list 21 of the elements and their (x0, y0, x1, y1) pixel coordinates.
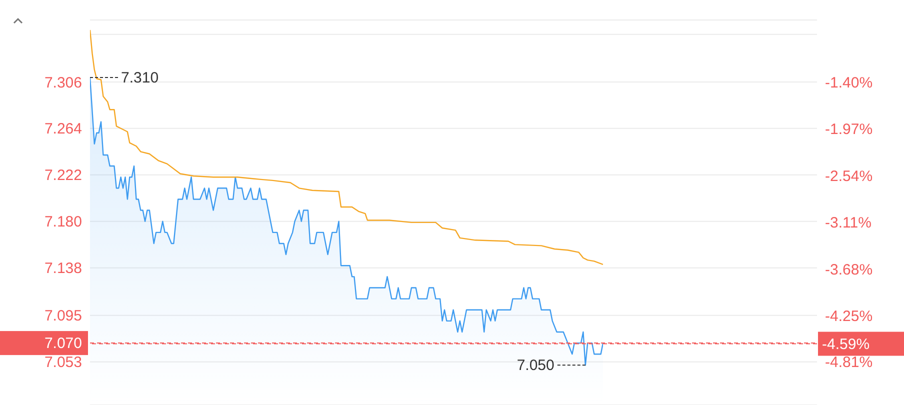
y2-tick-label: -1.40% (825, 74, 873, 92)
y2-tick-label: -3.68% (825, 261, 873, 278)
y-tick-label: 7.138 (44, 260, 82, 278)
price-tag: -4.59% (818, 332, 904, 356)
annotation: 7.310 (121, 70, 159, 87)
price-tag: 7.070 (0, 331, 88, 356)
ref-line-label: 7.070 (44, 335, 82, 352)
line-series (90, 29, 603, 266)
y-tick-label: 7.264 (44, 120, 82, 138)
y2-tick-label: -4.81% (825, 354, 873, 372)
y-tick-label: 7.095 (44, 308, 82, 325)
y-tick-label: 7.053 (44, 354, 82, 372)
y2-tick-label: -3.11% (825, 214, 872, 232)
y-tick-label: 7.306 (44, 74, 82, 92)
y2-tick-label: -2.54% (825, 168, 873, 185)
y2-tick-label: -1.97% (825, 121, 873, 138)
ref-line-label: -4.59% (822, 336, 870, 353)
y2-tick-label: -4.25% (825, 308, 873, 326)
y-tick-label: 7.222 (44, 167, 82, 184)
y-tick-label: 7.180 (44, 214, 82, 231)
annotation: 7.050 (516, 357, 554, 374)
